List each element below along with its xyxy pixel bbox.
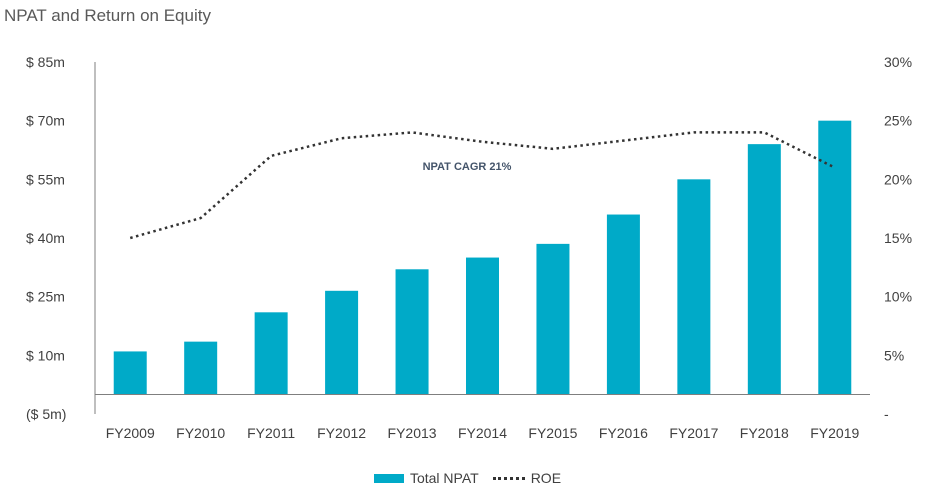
right-tick-label: 15% — [884, 230, 912, 246]
roe-line — [129, 131, 836, 240]
right-tick-label: 25% — [884, 113, 912, 129]
legend-item-roe: ROE — [492, 470, 562, 486]
x-tick-label: FY2019 — [810, 425, 859, 441]
left-tick-label: $ 40m — [26, 230, 65, 246]
bar — [536, 243, 570, 395]
legend-label-roe: ROE — [530, 470, 562, 486]
bar — [466, 257, 499, 395]
left-tick-label: $ 70m — [26, 113, 65, 129]
bar — [747, 144, 781, 395]
x-tick-label: FY2015 — [528, 425, 577, 441]
left-tick-label: $ 25m — [26, 289, 65, 305]
chart-legend: Total NPAT ROE — [0, 470, 935, 486]
x-tick-label: FY2011 — [247, 425, 295, 441]
legend-swatch-roe — [492, 476, 525, 480]
chart-title: NPAT and Return on Equity — [4, 6, 211, 25]
bar — [113, 351, 147, 395]
right-tick-label: 20% — [884, 171, 912, 187]
right-tick-label: 5% — [884, 347, 904, 363]
legend-item-npat: Total NPAT — [373, 470, 479, 486]
bar — [818, 120, 852, 395]
left-tick-label: $ 85m — [26, 54, 65, 70]
x-tick-label: FY2009 — [106, 425, 155, 441]
bar — [395, 269, 429, 395]
bar — [606, 214, 640, 395]
left-tick-label: $ 10m — [26, 347, 65, 363]
x-tick-label: FY2018 — [740, 425, 789, 441]
x-tick-label: FY2012 — [317, 425, 366, 441]
x-tick-label: FY2014 — [458, 425, 507, 441]
right-tick-label: 30% — [884, 54, 912, 70]
x-tick-label: FY2016 — [599, 425, 648, 441]
right-tick-label: 10% — [884, 289, 912, 305]
legend-swatch-npat — [373, 473, 404, 483]
cagr-annotation: NPAT CAGR 21% — [423, 161, 512, 173]
bar — [325, 290, 359, 395]
left-tick-label: $ 55m — [26, 171, 65, 187]
x-tick-label: FY2013 — [388, 425, 437, 441]
right-tick-label: - — [884, 406, 889, 422]
left-tick-label: ($ 5m) — [26, 406, 66, 422]
bar — [184, 341, 218, 395]
legend-label-npat: Total NPAT — [409, 470, 479, 486]
bar — [677, 179, 711, 395]
bar — [254, 312, 288, 395]
x-tick-label: FY2010 — [176, 425, 225, 441]
npat-roe-chart: ($ 5m) $ 10m $ 25m $ 40m $ 55m $ 70m $ 85m - 5% 1… — [26, 54, 912, 441]
x-tick-label: FY2017 — [669, 425, 718, 441]
